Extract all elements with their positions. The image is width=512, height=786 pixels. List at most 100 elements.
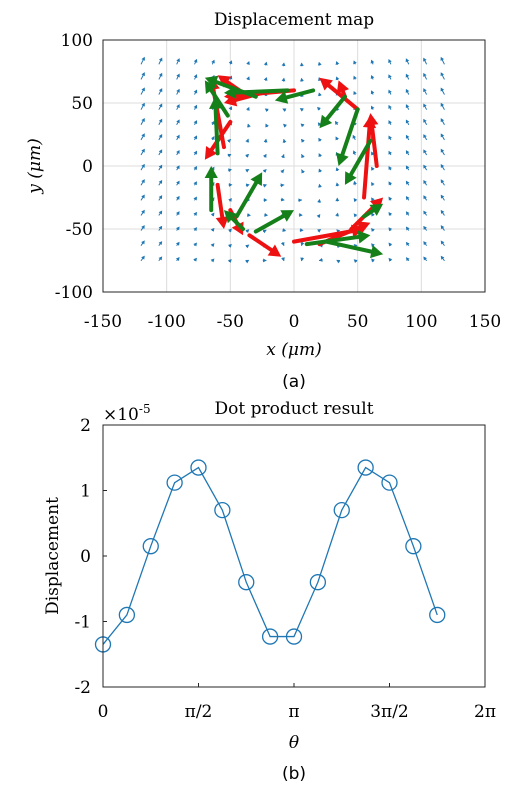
field-arrow <box>176 58 180 65</box>
field-arrow <box>405 88 410 95</box>
field-arrow <box>371 166 375 171</box>
field-arrow <box>405 195 410 201</box>
highlight-arrow <box>208 96 223 156</box>
field-arrow <box>158 225 163 231</box>
field-arrow <box>282 138 287 143</box>
field-arrow <box>370 59 375 65</box>
field-arrow <box>158 88 163 95</box>
field-arrow <box>335 61 340 65</box>
tick-labels-a: -150 -100 -50 0 50 100 150 -100 -50 0 50 100 <box>55 31 501 332</box>
field-arrow <box>176 134 180 141</box>
field-arrow <box>175 241 180 246</box>
field-arrow <box>405 58 410 65</box>
field-arrow <box>228 106 233 111</box>
field-arrow <box>388 135 392 141</box>
field-arrow <box>371 151 375 156</box>
field-arrow <box>176 73 180 80</box>
field-arrow <box>335 197 340 202</box>
field-arrow <box>299 62 304 67</box>
data-point <box>333 501 350 519</box>
field-arrow <box>317 122 322 127</box>
field-arrow <box>318 168 323 173</box>
field-arrow <box>193 242 197 247</box>
field-arrow <box>158 103 163 110</box>
field-arrow <box>371 258 375 263</box>
field-arrow <box>353 213 358 218</box>
field-arrow <box>245 138 249 143</box>
data-point <box>214 501 231 519</box>
field-arrow <box>246 106 250 111</box>
field-arrow <box>193 58 198 65</box>
x-axis-label-b: θ <box>289 733 299 753</box>
y-tick-label: 0 <box>82 157 93 177</box>
field-arrow <box>193 74 198 80</box>
x-axis-label-a: x (μm) <box>266 340 321 360</box>
tick-labels-b: 0 π/2 π 3π/2 2π -2 -1 0 1 2 <box>74 416 496 722</box>
highlight-arrow <box>253 210 294 234</box>
field-arrow <box>353 60 357 65</box>
field-arrow <box>405 226 410 231</box>
data-point <box>190 459 207 476</box>
field-arrow <box>352 150 357 156</box>
field-arrow <box>316 214 321 218</box>
y-tick-label: -50 <box>66 220 93 240</box>
field-arrow <box>282 228 287 232</box>
field-arrow <box>227 259 232 263</box>
field-arrow <box>281 77 286 82</box>
field-arrow <box>299 228 304 233</box>
field-arrow <box>423 103 427 110</box>
field-arrow <box>423 118 427 125</box>
field-arrow <box>140 194 145 201</box>
field-arrow <box>335 182 340 187</box>
field-arrow <box>405 241 410 246</box>
field-arrow <box>388 74 392 80</box>
field-arrow <box>246 60 250 65</box>
data-point <box>285 628 303 645</box>
field-arrow <box>263 138 268 143</box>
field-arrow <box>388 120 392 125</box>
field-arrow <box>298 213 303 217</box>
field-arrow <box>227 153 232 158</box>
field-arrow <box>440 133 445 141</box>
x-tick-label: -150 <box>84 312 122 332</box>
field-arrow <box>440 209 445 216</box>
field-arrow <box>246 213 251 217</box>
y-axis-label-b: Displacement <box>43 497 63 615</box>
field-arrow <box>317 61 322 66</box>
field-arrow <box>264 108 269 113</box>
field-arrow <box>158 179 163 186</box>
highlight-arrow <box>204 75 258 99</box>
data-point <box>118 606 136 624</box>
data-point <box>429 606 446 624</box>
field-arrow <box>353 259 358 263</box>
y-tick-label: 100 <box>61 31 93 51</box>
field-arrow <box>280 197 285 202</box>
field-arrow <box>283 123 287 128</box>
field-arrow <box>281 62 286 67</box>
field-arrow <box>176 211 180 216</box>
field-arrow <box>300 257 305 262</box>
highlight-arrow <box>204 166 218 213</box>
data-line <box>102 466 438 645</box>
field-arrow <box>280 169 285 174</box>
y-tick-label: 50 <box>71 94 93 114</box>
field-arrow <box>317 106 321 111</box>
field-arrow <box>300 242 305 247</box>
highlight-arrow <box>323 239 384 259</box>
field-arrow <box>140 148 145 156</box>
y-axis-label-a: y (μm) <box>25 138 45 194</box>
field-arrow <box>440 194 445 201</box>
field-arrow <box>440 179 445 186</box>
y-tick-label: -1 <box>74 613 91 633</box>
highlight-arrow <box>344 138 373 185</box>
x-tick-label: -50 <box>217 312 244 332</box>
field-arrow <box>388 89 392 95</box>
field-arrow <box>405 134 410 141</box>
x-tick-label: 0 <box>98 702 109 722</box>
field-arrow <box>440 72 445 80</box>
highlight-arrow <box>247 233 282 257</box>
field-arrow <box>193 150 197 156</box>
field-arrow <box>140 163 145 171</box>
field-arrow <box>405 104 410 110</box>
field-arrow <box>423 210 427 216</box>
